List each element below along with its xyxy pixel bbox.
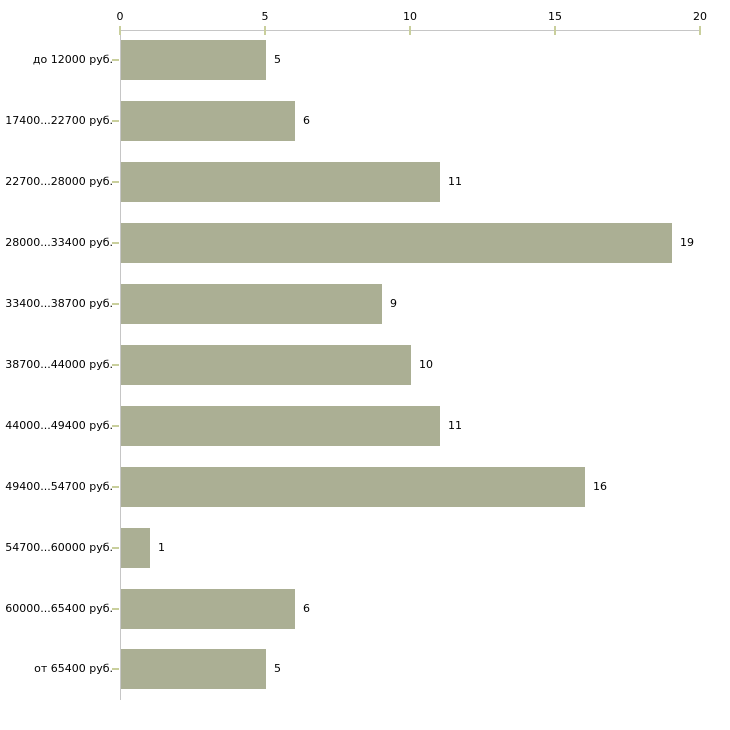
- bar: [121, 162, 440, 202]
- bar-value-label: 19: [680, 236, 694, 249]
- bar-value-label: 6: [303, 602, 310, 615]
- bar: [121, 406, 440, 446]
- bar: [121, 284, 382, 324]
- category-label: 28000...33400 руб.: [5, 236, 113, 249]
- x-axis-tick-label: 0: [116, 10, 124, 23]
- y-axis-tick-mark: [112, 303, 119, 305]
- category-label: 33400...38700 руб.: [5, 297, 113, 310]
- bar-value-label: 11: [448, 419, 462, 432]
- bar-value-label: 6: [303, 114, 310, 127]
- bar: [121, 528, 150, 568]
- bar-value-label: 9: [390, 297, 397, 310]
- y-axis-tick-mark: [112, 486, 119, 488]
- x-axis-tick-mark: [699, 26, 701, 35]
- category-label: 49400...54700 руб.: [5, 480, 113, 493]
- category-label: до 12000 руб.: [32, 53, 113, 66]
- bar: [121, 40, 266, 80]
- category-label: 17400...22700 руб.: [5, 114, 113, 127]
- bar: [121, 589, 295, 629]
- bar-value-label: 11: [448, 175, 462, 188]
- x-axis-tick-mark: [409, 26, 411, 35]
- bar: [121, 345, 411, 385]
- x-axis-tick-label: 10: [403, 10, 417, 23]
- bar: [121, 649, 266, 689]
- x-axis-tick-label: 5: [261, 10, 269, 23]
- y-axis-tick-mark: [112, 59, 119, 61]
- x-axis-tick-label: 20: [693, 10, 707, 23]
- y-axis-tick-mark: [112, 120, 119, 122]
- y-axis-line: [120, 30, 121, 700]
- category-label: от 65400 руб.: [34, 662, 113, 675]
- y-axis-tick-mark: [112, 547, 119, 549]
- bar-value-label: 1: [158, 541, 165, 554]
- bar: [121, 223, 672, 263]
- bar-value-label: 5: [274, 53, 281, 66]
- category-label: 60000...65400 руб.: [5, 602, 113, 615]
- category-label: 38700...44000 руб.: [5, 358, 113, 371]
- category-label: 22700...28000 руб.: [5, 175, 113, 188]
- y-axis-tick-mark: [112, 181, 119, 183]
- y-axis-tick-mark: [112, 425, 119, 427]
- y-axis-tick-mark: [112, 242, 119, 244]
- bar-value-label: 16: [593, 480, 607, 493]
- bar-value-label: 10: [419, 358, 433, 371]
- x-axis-tick-mark: [554, 26, 556, 35]
- bar: [121, 101, 295, 141]
- x-axis-tick-mark: [264, 26, 266, 35]
- category-label: 44000...49400 руб.: [5, 419, 113, 432]
- bar-value-label: 5: [274, 662, 281, 675]
- x-axis-tick-label: 15: [548, 10, 562, 23]
- category-label: 54700...60000 руб.: [5, 541, 113, 554]
- bar: [121, 467, 585, 507]
- y-axis-tick-mark: [112, 364, 119, 366]
- y-axis-tick-mark: [112, 668, 119, 670]
- x-axis-tick-mark: [119, 26, 121, 35]
- y-axis-tick-mark: [112, 608, 119, 610]
